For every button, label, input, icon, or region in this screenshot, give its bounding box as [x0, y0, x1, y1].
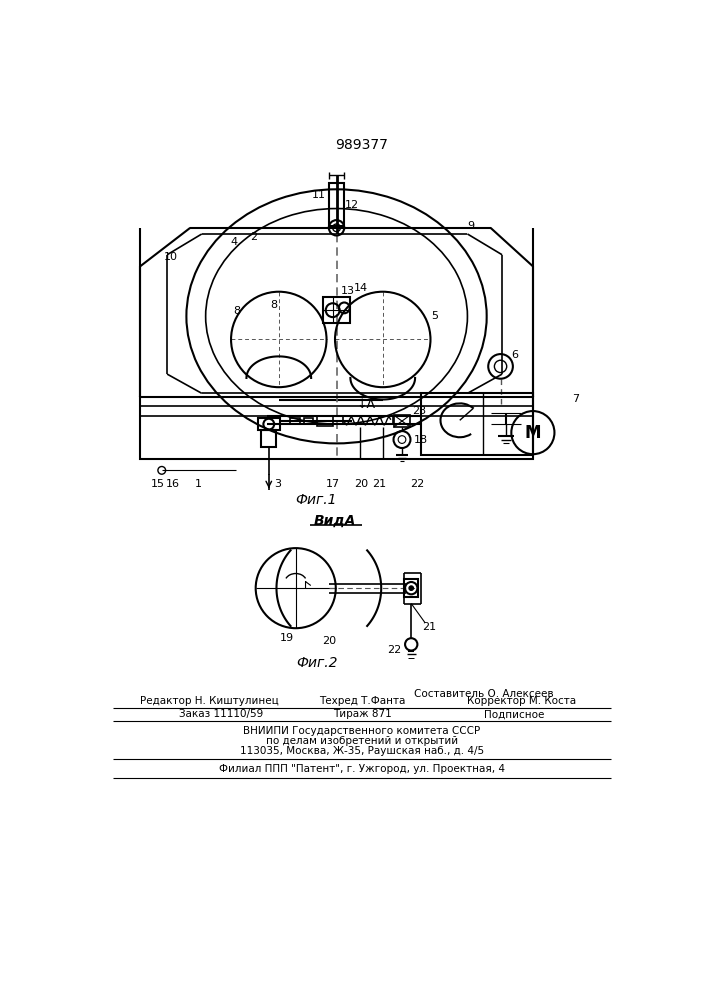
Text: Фиг.1: Фиг.1 — [295, 493, 337, 507]
Bar — [291, 418, 300, 424]
Text: Тираж 871: Тираж 871 — [332, 709, 392, 719]
Text: 4: 4 — [230, 237, 238, 247]
Text: ВидА: ВидА — [314, 513, 356, 527]
Bar — [261, 430, 276, 447]
Text: 22: 22 — [410, 479, 424, 489]
Bar — [404, 579, 418, 597]
Text: Фиг.2: Фиг.2 — [296, 656, 338, 670]
Bar — [258, 418, 279, 430]
Text: по делам изобретений и открытий: по делам изобретений и открытий — [266, 736, 458, 746]
Text: 19: 19 — [279, 633, 293, 643]
Text: 13: 13 — [341, 286, 355, 296]
Text: 6: 6 — [511, 350, 518, 360]
Text: M: M — [525, 424, 541, 442]
Bar — [140, 397, 533, 459]
Text: 23: 23 — [412, 406, 426, 416]
Text: ↓A: ↓A — [356, 398, 375, 411]
Bar — [394, 415, 411, 427]
Text: 113035, Москва, Ж-35, Раушская наб., д. 4/5: 113035, Москва, Ж-35, Раушская наб., д. … — [240, 746, 484, 756]
Text: 11: 11 — [312, 190, 326, 200]
Bar — [317, 416, 333, 426]
Text: Техред Т.Фанта: Техред Т.Фанта — [319, 696, 405, 706]
Text: 14: 14 — [354, 283, 368, 293]
Text: 2: 2 — [250, 232, 258, 242]
Text: 20: 20 — [322, 636, 336, 646]
Text: 3: 3 — [274, 479, 281, 489]
Text: ВНИИПИ Государственного комитета СССР: ВНИИПИ Государственного комитета СССР — [243, 726, 481, 736]
Text: 21: 21 — [372, 479, 386, 489]
Text: Составитель О. Алексеев: Составитель О. Алексеев — [414, 689, 553, 699]
Text: 8: 8 — [233, 306, 240, 316]
Text: Редактор Н. Киштулинец: Редактор Н. Киштулинец — [140, 696, 279, 706]
Text: Филиал ППП "Патент", г. Ужгород, ул. Проектная, 4: Филиал ППП "Патент", г. Ужгород, ул. Про… — [219, 764, 505, 774]
Bar — [324, 297, 350, 323]
Text: 9: 9 — [468, 221, 475, 231]
Text: 1: 1 — [194, 479, 201, 489]
Text: 5: 5 — [431, 311, 438, 321]
Bar — [421, 393, 533, 455]
Text: Заказ 11110/59: Заказ 11110/59 — [179, 709, 263, 719]
Text: 21: 21 — [422, 622, 436, 632]
Text: 989377: 989377 — [336, 138, 388, 152]
Circle shape — [409, 586, 414, 590]
Text: 7: 7 — [572, 394, 579, 404]
Text: 16: 16 — [166, 479, 180, 489]
Text: 17: 17 — [326, 479, 340, 489]
Text: Подписное: Подписное — [484, 709, 544, 719]
Text: 15: 15 — [151, 479, 165, 489]
Text: 18: 18 — [414, 435, 428, 445]
Bar — [304, 418, 313, 424]
Text: 10: 10 — [164, 252, 178, 262]
Text: 8: 8 — [270, 300, 277, 310]
Text: 12: 12 — [345, 200, 359, 210]
Bar — [329, 183, 344, 226]
Text: 20: 20 — [354, 479, 368, 489]
Text: 22: 22 — [387, 645, 402, 655]
Text: Корректор М. Коста: Корректор М. Коста — [467, 696, 576, 706]
